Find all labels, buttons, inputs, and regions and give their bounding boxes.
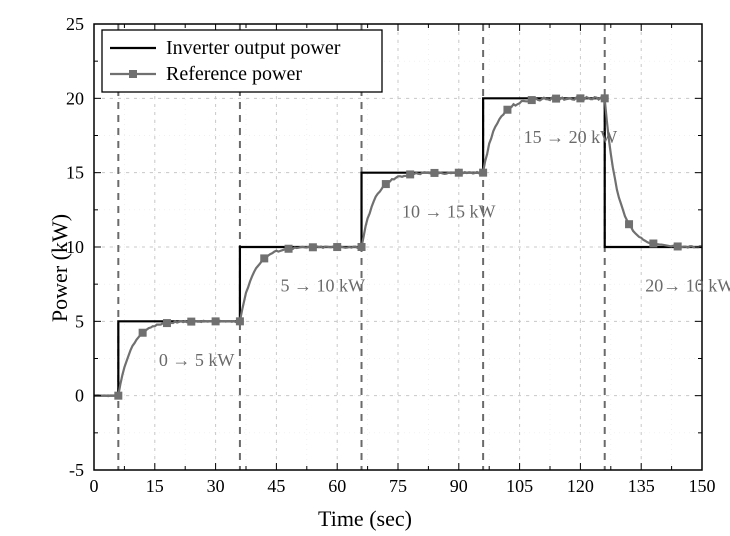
annotation-label: 10 → 15 kW [402,201,496,221]
x-tick-label: 135 [628,476,655,496]
reference-power-marker [139,329,146,336]
y-tick-label: -5 [69,460,84,480]
reference-power-marker [188,318,195,325]
reference-power-marker [382,181,389,188]
x-tick-label: 45 [267,476,285,496]
reference-power-marker [407,171,414,178]
y-tick-label: 20 [66,88,84,108]
reference-power-marker [504,106,511,113]
annotation-label: 20→ 10 kW [645,276,730,296]
annotation-label: 15 → 20 kW [524,127,618,147]
reference-power-marker [236,318,243,325]
y-axis-label: Power (kW) [47,214,73,322]
reference-power-marker [358,244,365,251]
reference-power-marker [577,95,584,102]
x-tick-label: 105 [506,476,533,496]
reference-power-marker [480,169,487,176]
reference-power-marker [285,245,292,252]
chart-svg: 0153045607590105120135150-505101520250 →… [0,0,730,536]
reference-power-marker [309,244,316,251]
reference-power-marker [115,392,122,399]
x-tick-label: 150 [689,476,716,496]
y-tick-label: 15 [66,163,84,183]
y-tick-label: 5 [75,311,84,331]
x-tick-label: 120 [567,476,594,496]
legend-label-inverter: Inverter output power [166,37,341,59]
reference-power-marker [334,244,341,251]
reference-power-marker [553,95,560,102]
reference-power-marker [261,255,268,262]
annotation-label: 5 → 10 kW [280,276,365,296]
y-tick-label: 25 [66,14,84,34]
legend-label-reference: Reference power [166,63,302,85]
reference-power-marker [163,320,170,327]
reference-power-marker [674,243,681,250]
reference-power-marker [650,240,657,247]
x-tick-label: 30 [207,476,225,496]
reference-power-marker [455,169,462,176]
x-tick-label: 75 [389,476,407,496]
annotation-label: 0 → 5 kW [159,350,235,370]
x-tick-label: 60 [328,476,346,496]
reference-power-marker [212,318,219,325]
reference-power-marker [626,221,633,228]
x-tick-label: 90 [450,476,468,496]
chart-container: Power (kW) Time (sec) 0 15 30 45 60 75 90 105 12… [0,0,730,536]
reference-power-marker [601,95,608,102]
reference-power-marker [431,169,438,176]
x-tick-label: 0 [90,476,99,496]
x-tick-label: 15 [146,476,164,496]
y-tick-label: 0 [75,386,84,406]
reference-power-marker [528,97,535,104]
x-axis-label: Time (sec) [318,506,412,532]
